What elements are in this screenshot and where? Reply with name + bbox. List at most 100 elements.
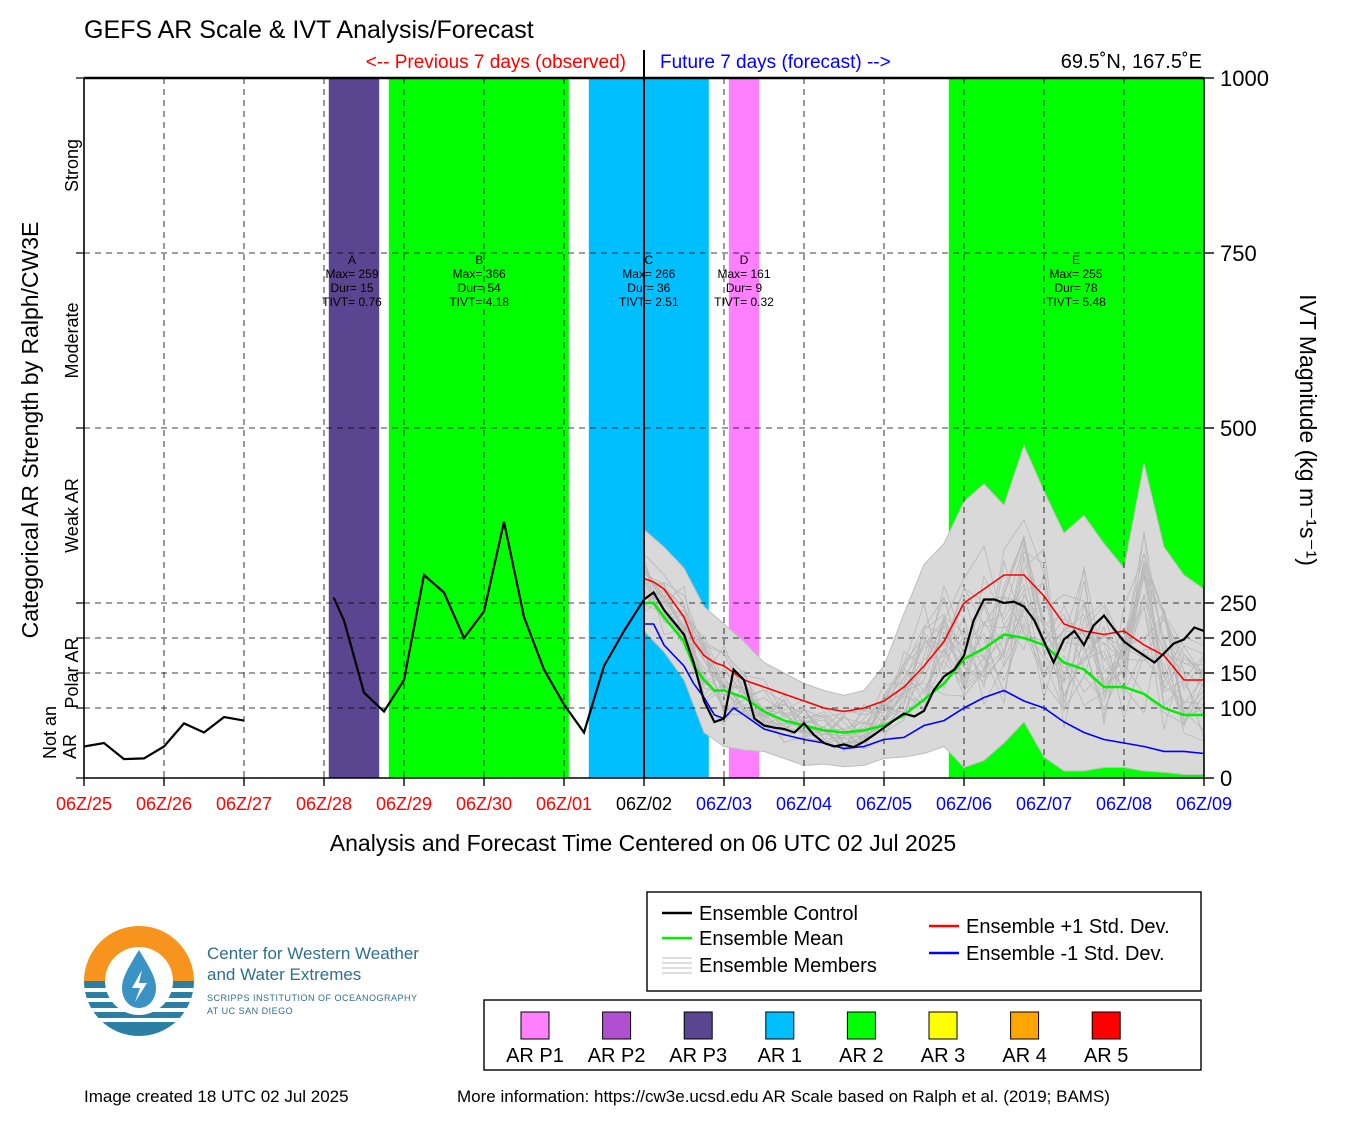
legend-ensemble-control-label: Ensemble Control	[699, 903, 858, 925]
category-label: Strong	[62, 139, 82, 192]
ensemble-member-line	[643, 582, 1205, 751]
ar-legend-swatch	[846, 1011, 876, 1040]
ar-event-a-label: Dur= 15	[330, 281, 373, 295]
ar-legend-swatch	[602, 1011, 632, 1040]
ar-legend-label: AR P1	[506, 1045, 564, 1067]
x-tick-label: 06Z/30	[456, 794, 512, 814]
ar-event-e-label: E	[1072, 253, 1080, 267]
x-tick-label: 06Z/26	[136, 794, 192, 814]
chart-text: 06Z/25 06Z/26 06Z/27 06Z/28 06Z/29 06Z/30 06Z/…	[17, 51, 1321, 1067]
ar-legend-label: AR P3	[669, 1045, 727, 1067]
ar-event-b-label: B	[475, 253, 483, 267]
y-tick-label: 100	[1220, 696, 1257, 721]
future-days-label: Future 7 days (forecast) -->	[660, 52, 891, 73]
legend-ensemble-plus-label: Ensemble +1 Std. Dev.	[966, 916, 1170, 938]
legend-ensemble-minus-label: Ensemble -1 Std. Dev.	[966, 943, 1165, 965]
legend-ensemble-members-label: Ensemble Members	[699, 955, 877, 977]
x-tick-label: 06Z/08	[1096, 794, 1152, 814]
ar-legend-label: AR 2	[839, 1045, 883, 1067]
x-tick-label: 06Z/27	[216, 794, 272, 814]
x-tick-label: 06Z/09	[1176, 794, 1232, 814]
ar-event-c-label: C	[644, 253, 653, 267]
y-tick-label: 200	[1220, 626, 1257, 651]
logo-line2: and Water Extremes	[207, 965, 362, 984]
series-ensemble-1-std-dev-	[644, 623, 1205, 755]
ar-legend-swatch	[683, 1011, 713, 1040]
y-tick-label: 1000	[1220, 66, 1269, 91]
ar-event-e-label: TIVT= 5.48	[1046, 295, 1106, 309]
ensemble-member-line	[643, 593, 1205, 734]
category-label: Not an	[40, 706, 60, 759]
ar-legend-label: AR 3	[921, 1045, 965, 1067]
ar-legend-swatch	[928, 1011, 958, 1040]
legend-ensemble-mean-label: Ensemble Mean	[699, 928, 844, 950]
right-axis-label: IVT Magnitude (kg m⁻¹s⁻¹)	[1295, 294, 1321, 566]
ar-legend-label: AR 1	[758, 1045, 802, 1067]
x-tick-label: 06Z/06	[936, 794, 992, 814]
ar-legend-label: AR 5	[1084, 1045, 1128, 1067]
x-tick-label: 06Z/04	[776, 794, 832, 814]
ar-legend-label: AR P2	[588, 1045, 646, 1067]
ensemble-member-line	[643, 551, 1205, 750]
x-tick-label: 06Z/29	[376, 794, 432, 814]
chart-title: GEFS AR Scale & IVT Analysis/Forecast	[84, 16, 534, 44]
x-tick-label: 06Z/05	[856, 794, 912, 814]
y-tick-label: 750	[1220, 241, 1257, 266]
ar-legend-swatch	[765, 1011, 795, 1040]
ensemble-member-line	[643, 545, 1205, 748]
ar-event-c-label: TIVT= 2.51	[619, 295, 679, 309]
series-lines	[83, 521, 1205, 761]
axes	[76, 50, 1214, 1071]
ar-event-b-label: Dur= 54	[458, 281, 501, 295]
ar-event-d-label: D	[740, 253, 749, 267]
ar-event-e-label: Max= 255	[1049, 267, 1102, 281]
logo-line3: SCRIPPS INSTITUTION OF OCEANOGRAPHY	[207, 993, 418, 1003]
cw3e-logo	[84, 926, 194, 1036]
category-label: Moderate	[62, 302, 82, 378]
ar-event-d-label: Max= 161	[717, 267, 770, 281]
x-tick-label: 06Z/02	[616, 794, 672, 814]
series-ensemble-control-segment-1	[83, 715, 245, 761]
cw3e-logo-icon	[84, 926, 194, 1036]
ar-legend-swatch	[1010, 1011, 1040, 1040]
x-axis-label: Analysis and Forecast Time Centered on 0…	[330, 830, 956, 856]
location-label: 69.5˚N, 167.5˚E	[1061, 51, 1202, 73]
ar-event-d-label: Dur= 9	[726, 281, 763, 295]
ar-event-a-label: Max= 259	[325, 267, 378, 281]
x-tick-label: 06Z/01	[536, 794, 592, 814]
series-ensemble-control-segment-2	[332, 521, 1205, 749]
y-tick-label: 0	[1220, 766, 1232, 791]
ensemble-member-line	[643, 565, 1205, 750]
logo-line4: AT UC SAN DIEGO	[207, 1006, 294, 1016]
x-tick-label: 06Z/25	[56, 794, 112, 814]
image-created-note: Image created 18 UTC 02 Jul 2025	[84, 1087, 349, 1106]
ensemble-member-line	[643, 536, 1205, 730]
previous-days-label: <-- Previous 7 days (observed)	[366, 52, 626, 73]
x-tick-label: 06Z/07	[1016, 794, 1072, 814]
ar-legend-label: AR 4	[1002, 1045, 1046, 1067]
series-ensemble-1-std-dev-	[643, 574, 1204, 713]
more-information-note: More information: https://cw3e.ucsd.edu …	[457, 1087, 1110, 1106]
ar-event-e-label: Dur= 78	[1054, 281, 1097, 295]
ar-legend-swatch	[1091, 1011, 1121, 1040]
ar-event-a-label: TIVT= 0.76	[322, 295, 382, 309]
category-label: Polar AR	[62, 637, 82, 708]
ensemble-member-line	[643, 560, 1205, 750]
y-tick-label: 250	[1220, 591, 1257, 616]
logo-line1: Center for Western Weather	[207, 944, 419, 963]
y-tick-label: 500	[1220, 416, 1257, 441]
ar-event-c-label: Dur= 36	[627, 281, 670, 295]
ensemble-member-line	[643, 557, 1205, 736]
ar-event-b-label: Max= 366	[453, 267, 506, 281]
left-axis-label: Categorical AR Strength by Ralph/CW3E	[17, 222, 43, 639]
ar-event-d-label: TIVT= 0.32	[714, 295, 774, 309]
x-tick-label: 06Z/03	[696, 794, 752, 814]
ar-event-c-label: Max= 266	[622, 267, 675, 281]
series-legend-box	[646, 891, 1202, 992]
ar-event-a-label: A	[348, 253, 356, 267]
ar-legend-swatch	[520, 1011, 550, 1040]
y-tick-label: 150	[1220, 661, 1257, 686]
ensemble-member-lines	[643, 518, 1205, 753]
x-tick-label: 06Z/28	[296, 794, 352, 814]
